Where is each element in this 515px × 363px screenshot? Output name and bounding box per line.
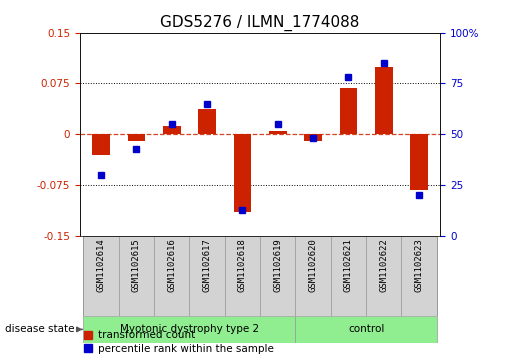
Bar bbox=[331, 236, 366, 316]
Text: GSM1102620: GSM1102620 bbox=[308, 238, 318, 292]
Text: GSM1102621: GSM1102621 bbox=[344, 238, 353, 292]
Bar bbox=[304, 134, 322, 141]
Bar bbox=[118, 236, 154, 316]
Text: GSM1102617: GSM1102617 bbox=[202, 238, 212, 292]
Bar bbox=[234, 134, 251, 212]
Bar bbox=[198, 109, 216, 134]
Bar bbox=[190, 236, 225, 316]
Text: GSM1102623: GSM1102623 bbox=[415, 238, 424, 292]
Bar bbox=[296, 316, 437, 343]
Bar bbox=[260, 236, 296, 316]
Text: disease state: disease state bbox=[5, 325, 75, 334]
Text: Myotonic dystrophy type 2: Myotonic dystrophy type 2 bbox=[120, 325, 259, 334]
Bar bbox=[163, 126, 181, 134]
Legend: transformed count, percentile rank within the sample: transformed count, percentile rank withi… bbox=[80, 326, 278, 358]
Bar bbox=[402, 236, 437, 316]
Text: GSM1102622: GSM1102622 bbox=[379, 238, 388, 292]
Text: GSM1102615: GSM1102615 bbox=[132, 238, 141, 292]
Bar bbox=[92, 134, 110, 155]
Text: control: control bbox=[348, 325, 384, 334]
Bar bbox=[83, 236, 118, 316]
Bar bbox=[128, 134, 145, 141]
Bar bbox=[339, 88, 357, 134]
Bar bbox=[366, 236, 402, 316]
Text: GSM1102614: GSM1102614 bbox=[96, 238, 106, 292]
Bar bbox=[225, 236, 260, 316]
Text: GSM1102619: GSM1102619 bbox=[273, 238, 282, 292]
Text: GSM1102616: GSM1102616 bbox=[167, 238, 176, 292]
Bar bbox=[375, 66, 392, 134]
Bar bbox=[154, 236, 190, 316]
Bar bbox=[269, 131, 286, 134]
Text: GSM1102618: GSM1102618 bbox=[238, 238, 247, 292]
Bar bbox=[296, 236, 331, 316]
Bar bbox=[410, 134, 428, 190]
Bar bbox=[83, 316, 296, 343]
Title: GDS5276 / ILMN_1774088: GDS5276 / ILMN_1774088 bbox=[160, 15, 360, 31]
